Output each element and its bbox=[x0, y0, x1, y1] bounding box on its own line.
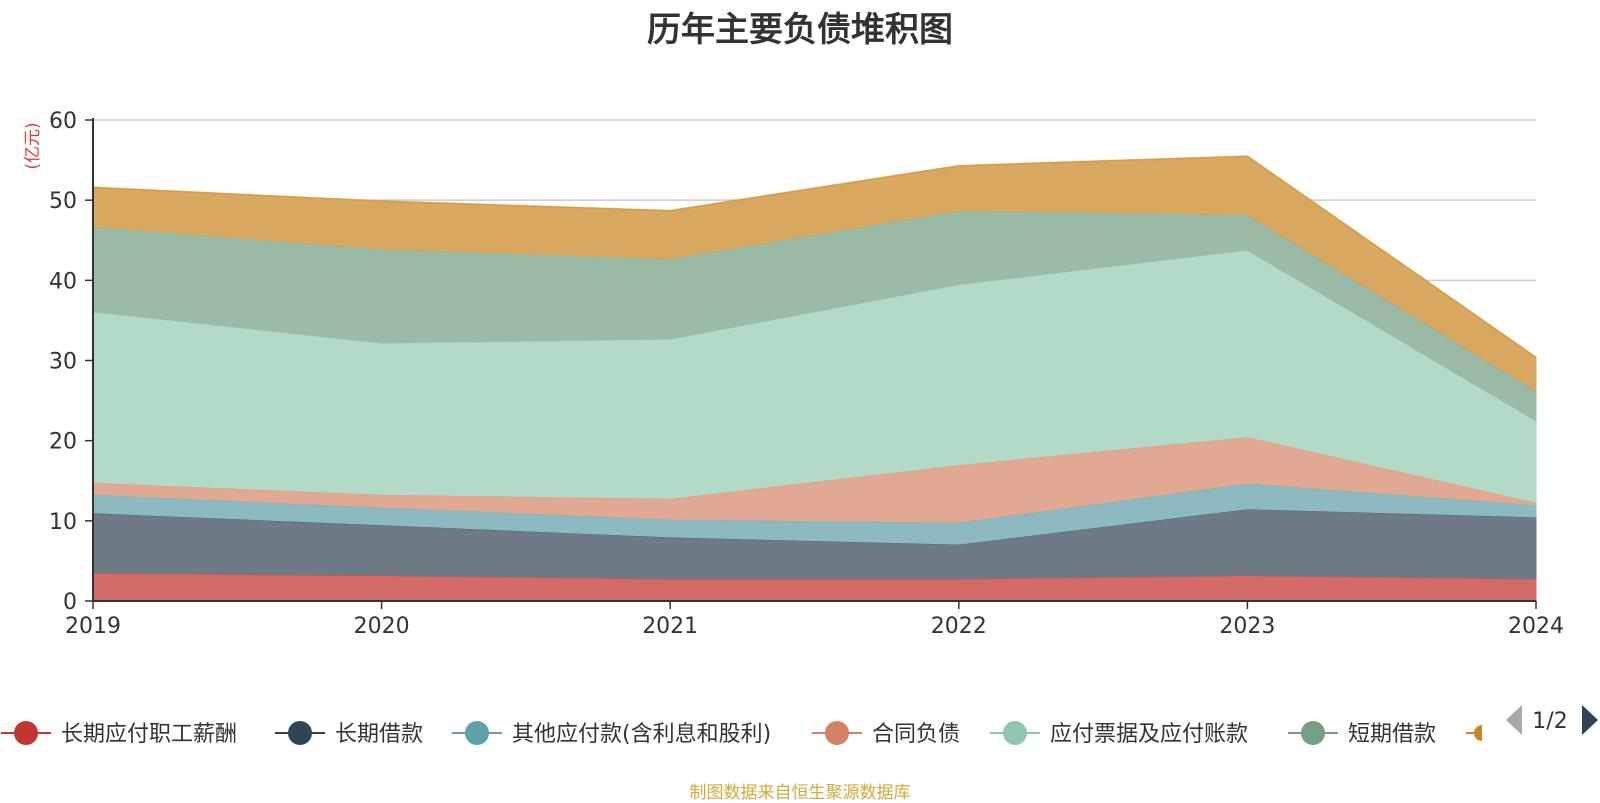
axes: 0 10 20 30 40 50 60 2019 2020 2021 2022 2023 2024 bbox=[49, 109, 1564, 639]
legend-label: 应付票据及应付账款 bbox=[1050, 722, 1248, 747]
legend-label: 其他应付款(含利息和股利) bbox=[512, 722, 771, 747]
legend-label: 长期借款 bbox=[335, 722, 423, 747]
x-tick-label: 2020 bbox=[354, 614, 410, 639]
y-tick-label: 40 bbox=[49, 269, 77, 294]
x-tick-label: 2023 bbox=[1219, 614, 1275, 639]
legend-pager: 1/2 bbox=[1506, 705, 1598, 735]
legend-marker bbox=[1003, 721, 1027, 745]
legend-marker bbox=[825, 721, 849, 745]
y-axis-unit-label: (亿元) bbox=[23, 122, 43, 169]
legend-marker bbox=[1301, 721, 1325, 745]
x-tick-label: 2019 bbox=[65, 614, 121, 639]
y-tick-label: 30 bbox=[49, 350, 77, 375]
y-tick-label: 0 bbox=[63, 590, 77, 615]
legend-marker-partial bbox=[1474, 725, 1482, 741]
x-tick-label: 2021 bbox=[642, 614, 698, 639]
legend-label: 长期应付职工薪酬 bbox=[61, 722, 237, 747]
source-note: 制图数据来自恒生聚源数据库 bbox=[689, 783, 911, 803]
legend-prev-page-icon[interactable] bbox=[1506, 705, 1522, 735]
y-tick-label: 50 bbox=[49, 189, 77, 214]
y-tick-label: 60 bbox=[49, 109, 77, 134]
legend-label: 合同负债 bbox=[872, 722, 960, 747]
legend-next-page-icon[interactable] bbox=[1582, 705, 1598, 735]
legend-marker bbox=[14, 721, 38, 745]
area-series-6 bbox=[92, 155, 1537, 392]
legend-page-indicator: 1/2 bbox=[1532, 709, 1567, 734]
legend-marker bbox=[288, 721, 312, 745]
chart-title: 历年主要负债堆积图 bbox=[647, 10, 953, 50]
legend: 长期应付职工薪酬 长期借款 其他应付款(含利息和股利) 合同负债 应付票据及应付账款 短期… bbox=[1, 721, 1482, 747]
y-tick-label: 20 bbox=[49, 430, 77, 455]
legend-marker bbox=[465, 721, 489, 745]
legend-label: 短期借款 bbox=[1348, 722, 1436, 747]
series-line-6 bbox=[92, 155, 1537, 359]
x-tick-label: 2022 bbox=[931, 614, 987, 639]
area-series bbox=[92, 155, 1537, 602]
y-tick-label: 10 bbox=[49, 510, 77, 535]
x-tick-label: 2024 bbox=[1508, 614, 1564, 639]
